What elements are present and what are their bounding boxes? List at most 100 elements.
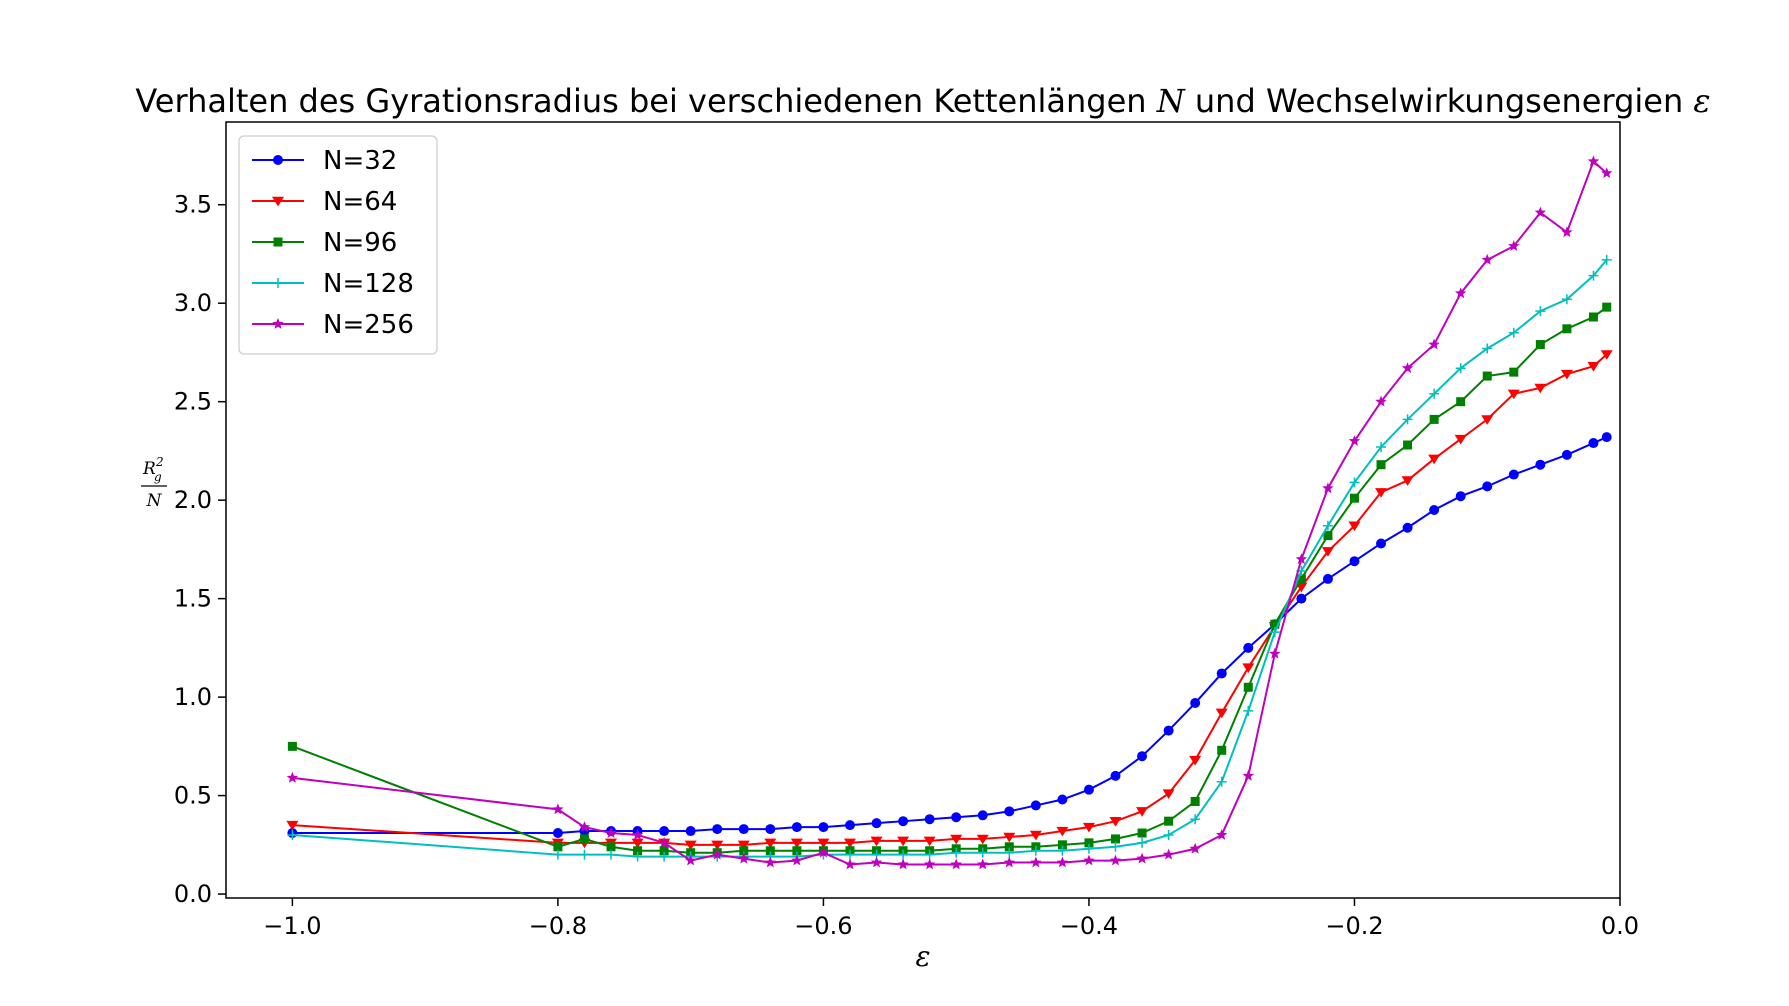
data-point <box>1322 573 1333 584</box>
data-point <box>286 820 299 831</box>
data-point <box>1429 388 1440 399</box>
data-point <box>1056 856 1069 868</box>
data-point <box>1216 776 1227 787</box>
data-point <box>738 852 750 864</box>
data-point <box>1535 459 1546 470</box>
data-point <box>951 847 962 858</box>
data-point <box>1111 834 1121 844</box>
data-point <box>1348 435 1361 446</box>
data-point <box>1375 395 1387 407</box>
data-point <box>738 824 749 835</box>
data-point <box>1561 449 1572 460</box>
data-point <box>1348 521 1361 532</box>
data-point <box>1004 847 1015 858</box>
data-point <box>1429 414 1439 424</box>
data-point <box>1601 254 1612 265</box>
legend-marker <box>273 155 283 165</box>
data-point <box>1456 397 1466 407</box>
data-point <box>1215 708 1228 719</box>
data-point <box>1455 363 1466 374</box>
data-point <box>976 834 989 845</box>
svg-text:R: R <box>142 459 156 479</box>
data-point <box>1029 830 1042 841</box>
data-point <box>1004 806 1015 817</box>
data-point <box>658 836 670 848</box>
data-point <box>1534 383 1547 394</box>
data-point <box>711 848 723 860</box>
data-point <box>1137 828 1147 838</box>
data-point <box>1428 454 1441 465</box>
data-point <box>1083 843 1094 854</box>
legend-label: N=128 <box>323 269 414 299</box>
data-point <box>1375 488 1388 498</box>
data-point <box>739 846 749 856</box>
y-tick-label: 2.5 <box>174 388 212 416</box>
data-point <box>1110 841 1121 852</box>
data-point <box>1508 469 1519 480</box>
data-point <box>923 858 936 870</box>
data-point <box>1376 441 1387 452</box>
data-point <box>1429 505 1440 515</box>
data-point <box>605 827 617 838</box>
data-point <box>1083 854 1095 866</box>
data-point <box>1216 828 1228 840</box>
data-point <box>1454 287 1467 299</box>
data-point <box>950 858 962 870</box>
data-point <box>790 838 803 849</box>
data-point <box>871 818 882 829</box>
data-point <box>1588 438 1599 449</box>
data-point <box>1349 556 1360 567</box>
data-point <box>1455 491 1466 502</box>
data-point <box>1322 482 1334 494</box>
x-axis-label: ε <box>915 940 930 973</box>
data-point <box>1083 784 1094 795</box>
legend-label: N=256 <box>323 310 414 340</box>
data-point <box>924 849 935 860</box>
data-point <box>552 828 563 839</box>
data-point <box>1376 460 1386 470</box>
legend-label: N=96 <box>323 228 397 258</box>
data-point <box>1137 751 1148 762</box>
data-point <box>923 836 936 847</box>
data-point <box>844 858 856 870</box>
data-point <box>1269 647 1281 659</box>
data-point <box>898 816 909 827</box>
data-point <box>1508 327 1519 338</box>
data-point <box>1189 755 1202 766</box>
data-point <box>553 842 563 852</box>
data-point <box>1163 725 1174 736</box>
data-point <box>1561 226 1573 238</box>
data-point <box>1217 745 1227 755</box>
data-point <box>1057 794 1068 805</box>
data-point <box>977 810 988 821</box>
legend-label: N=64 <box>323 187 397 217</box>
y-tick-label: 1.5 <box>174 585 212 613</box>
data-point <box>817 838 830 849</box>
x-tick-label: −0.2 <box>1325 912 1383 940</box>
data-point <box>764 856 777 868</box>
data-point <box>1560 369 1573 380</box>
data-point <box>1507 389 1520 400</box>
data-point <box>632 851 643 862</box>
data-point <box>1535 306 1546 317</box>
data-point <box>1482 343 1493 354</box>
data-point <box>1321 547 1334 557</box>
data-point <box>818 822 829 833</box>
data-point <box>1056 826 1069 837</box>
data-point <box>287 829 298 840</box>
data-point <box>924 814 935 825</box>
data-point <box>977 858 989 870</box>
legend-item: N=128 <box>252 269 414 299</box>
legend-box <box>238 135 438 355</box>
data-point <box>1162 789 1175 800</box>
data-point <box>791 822 802 833</box>
data-point <box>843 838 856 849</box>
data-point <box>897 858 909 870</box>
data-point <box>633 846 643 856</box>
data-point <box>685 826 696 837</box>
data-point <box>898 849 909 860</box>
data-point <box>1482 481 1493 492</box>
legend-item: N=256 <box>252 310 414 340</box>
legend-item: N=64 <box>252 187 397 217</box>
data-point <box>950 834 963 845</box>
